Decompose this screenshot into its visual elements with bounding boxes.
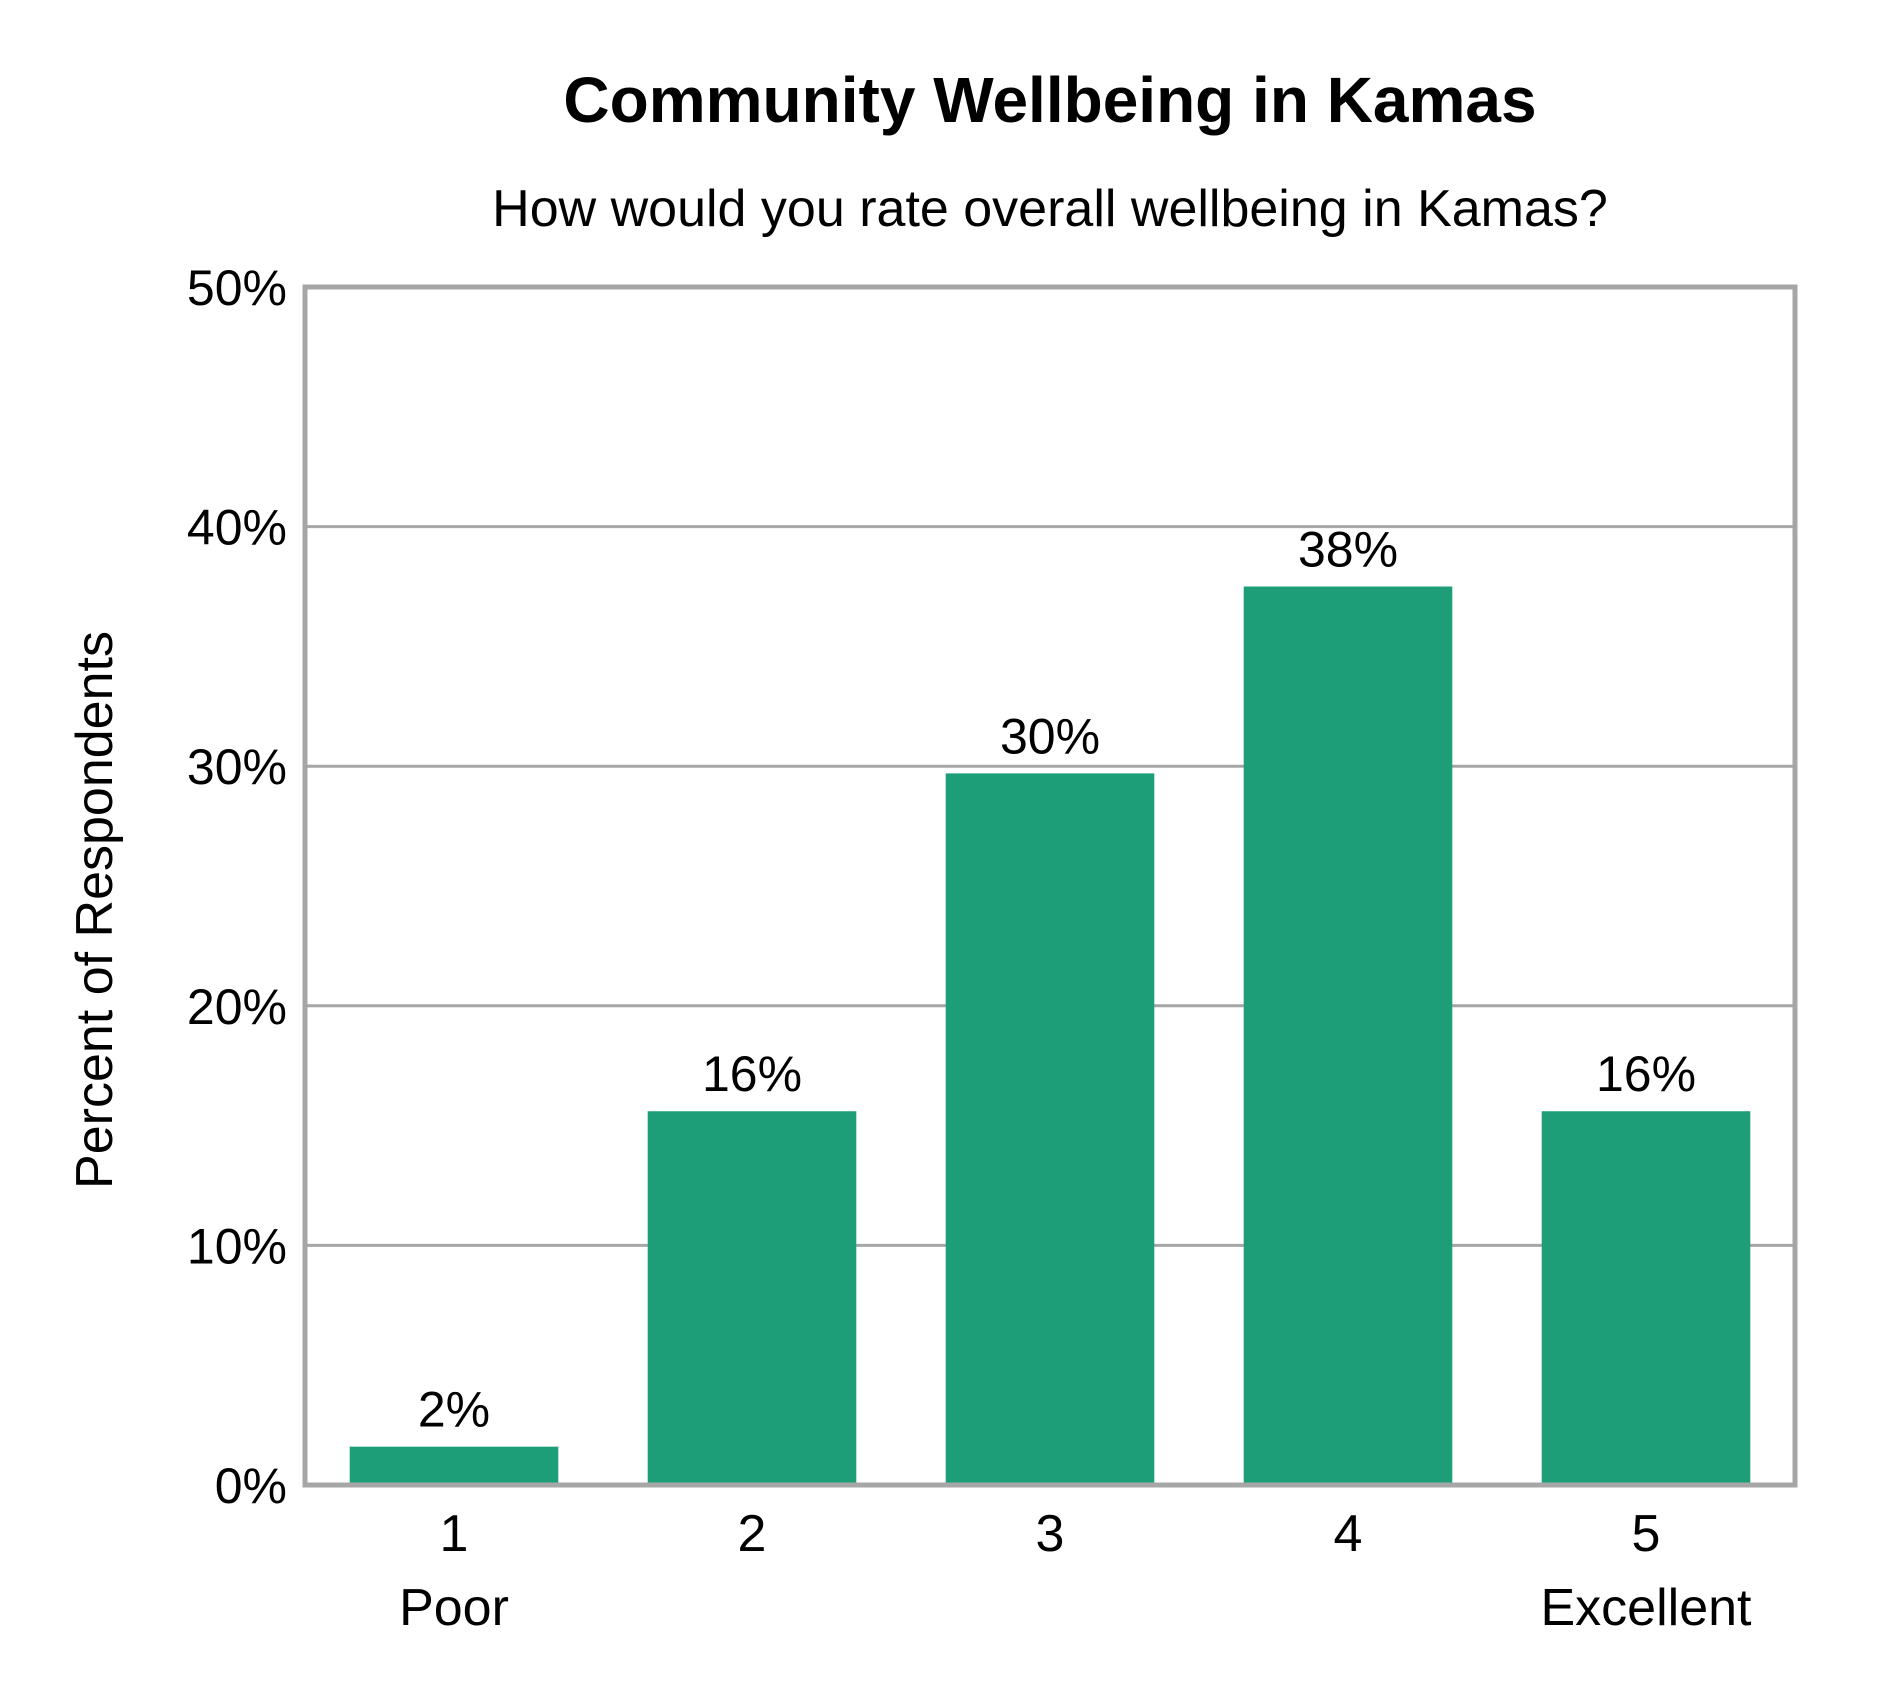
data-label: 38% [1298,522,1398,578]
bar [1243,586,1453,1485]
chart-subtitle: How would you rate overall wellbeing in … [492,180,1608,238]
x-tick-label: 4 [1334,1505,1363,1563]
x-tick-label: 1 [440,1505,469,1563]
data-label: 16% [1596,1046,1696,1102]
y-tick-label: 50% [187,260,287,316]
y-axis-ticks: 0% 10% 20% 30% 40% 50% [187,260,287,1514]
y-tick-label: 40% [187,500,287,556]
bars [349,586,1751,1485]
bar [945,773,1155,1485]
data-label: 2% [418,1382,490,1438]
data-labels: 2% 16% 30% 38% 16% [418,522,1696,1438]
bar [647,1111,857,1485]
x-tick-label: 5 [1632,1505,1661,1563]
y-tick-label: 20% [187,979,287,1035]
x-tick-label: 2 [738,1505,767,1563]
plot-frame [302,284,1798,1488]
plot-border [302,284,1798,1488]
x-tick-sublabel: Poor [399,1579,509,1637]
y-tick-label: 10% [187,1218,287,1274]
y-tick-label: 0% [215,1458,287,1514]
bar [349,1446,559,1485]
y-axis-label: Percent of Respondents [66,631,124,1189]
bar [1541,1111,1751,1485]
data-label: 16% [702,1046,802,1102]
x-tick-label: 3 [1036,1505,1065,1563]
x-axis-ticks: 1 Poor 2 3 4 5 Excellent [399,1505,1752,1637]
chart-title: Community Wellbeing in Kamas [563,64,1536,136]
y-tick-label: 30% [187,739,287,795]
x-tick-sublabel: Excellent [1541,1579,1753,1637]
data-label: 30% [1000,708,1100,764]
